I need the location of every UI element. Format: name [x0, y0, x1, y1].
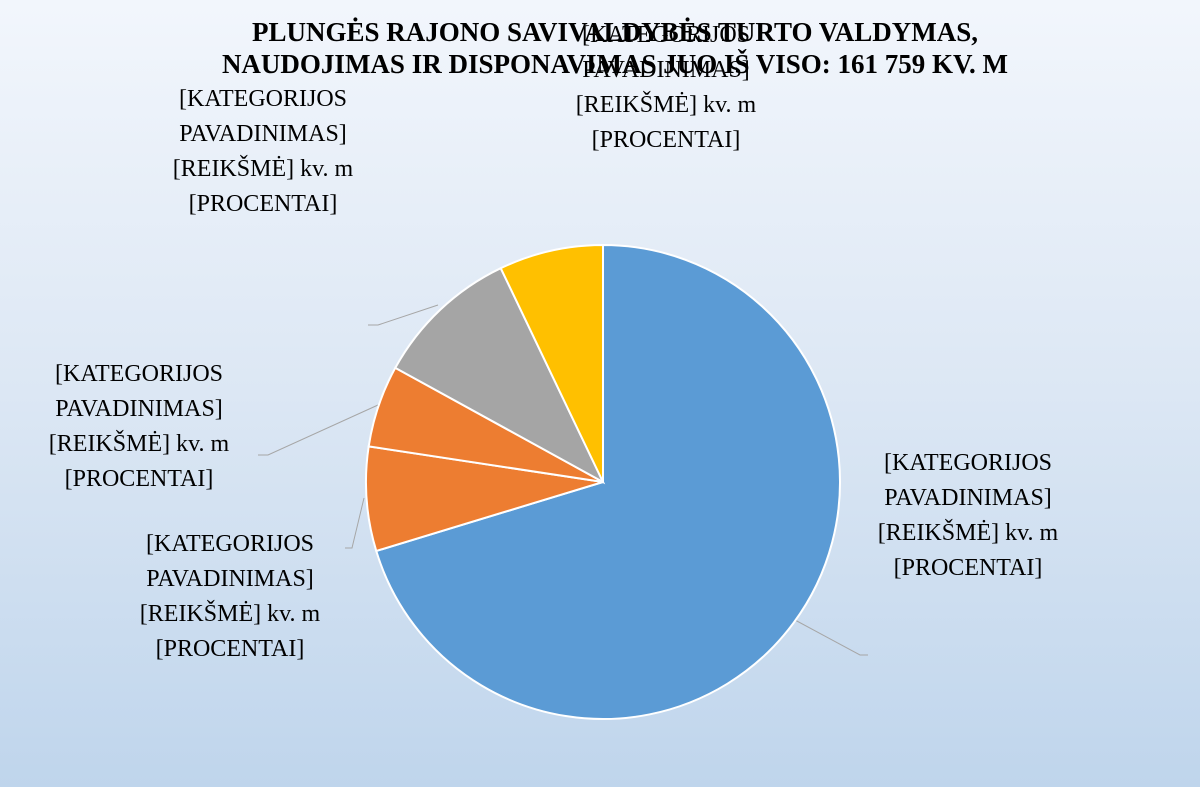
pie-slice	[375, 243, 841, 720]
chart-title: PLUNGĖS RAJONO SAVIVALDYBĖS TURTO VALDYM…	[221, 17, 1009, 79]
data-label: [KATEGORIJOS PAVADINIMAS] [REIKŠMĖ] kv. …	[172, 86, 354, 217]
pie-slice	[393, 266, 606, 485]
data-label: [KATEGORIJOS PAVADINIMAS] [REIKŠMĖ] kv. …	[877, 450, 1059, 581]
pie	[365, 243, 841, 720]
leader-line	[345, 497, 365, 549]
data-label: [KATEGORIJOS PAVADINIMAS] [REIKŠMĖ] kv. …	[575, 22, 757, 153]
pie-slice	[365, 445, 604, 553]
leader-line	[258, 404, 379, 456]
leader-line	[368, 304, 439, 326]
data-label: [KATEGORIJOS PAVADINIMAS] [REIKŠMĖ] kv. …	[48, 361, 230, 492]
leader-lines	[258, 304, 868, 656]
data-label: [KATEGORIJOS PAVADINIMAS] [REIKŠMĖ] kv. …	[139, 531, 321, 662]
leader-line	[794, 619, 868, 656]
pie-slice	[499, 243, 604, 483]
